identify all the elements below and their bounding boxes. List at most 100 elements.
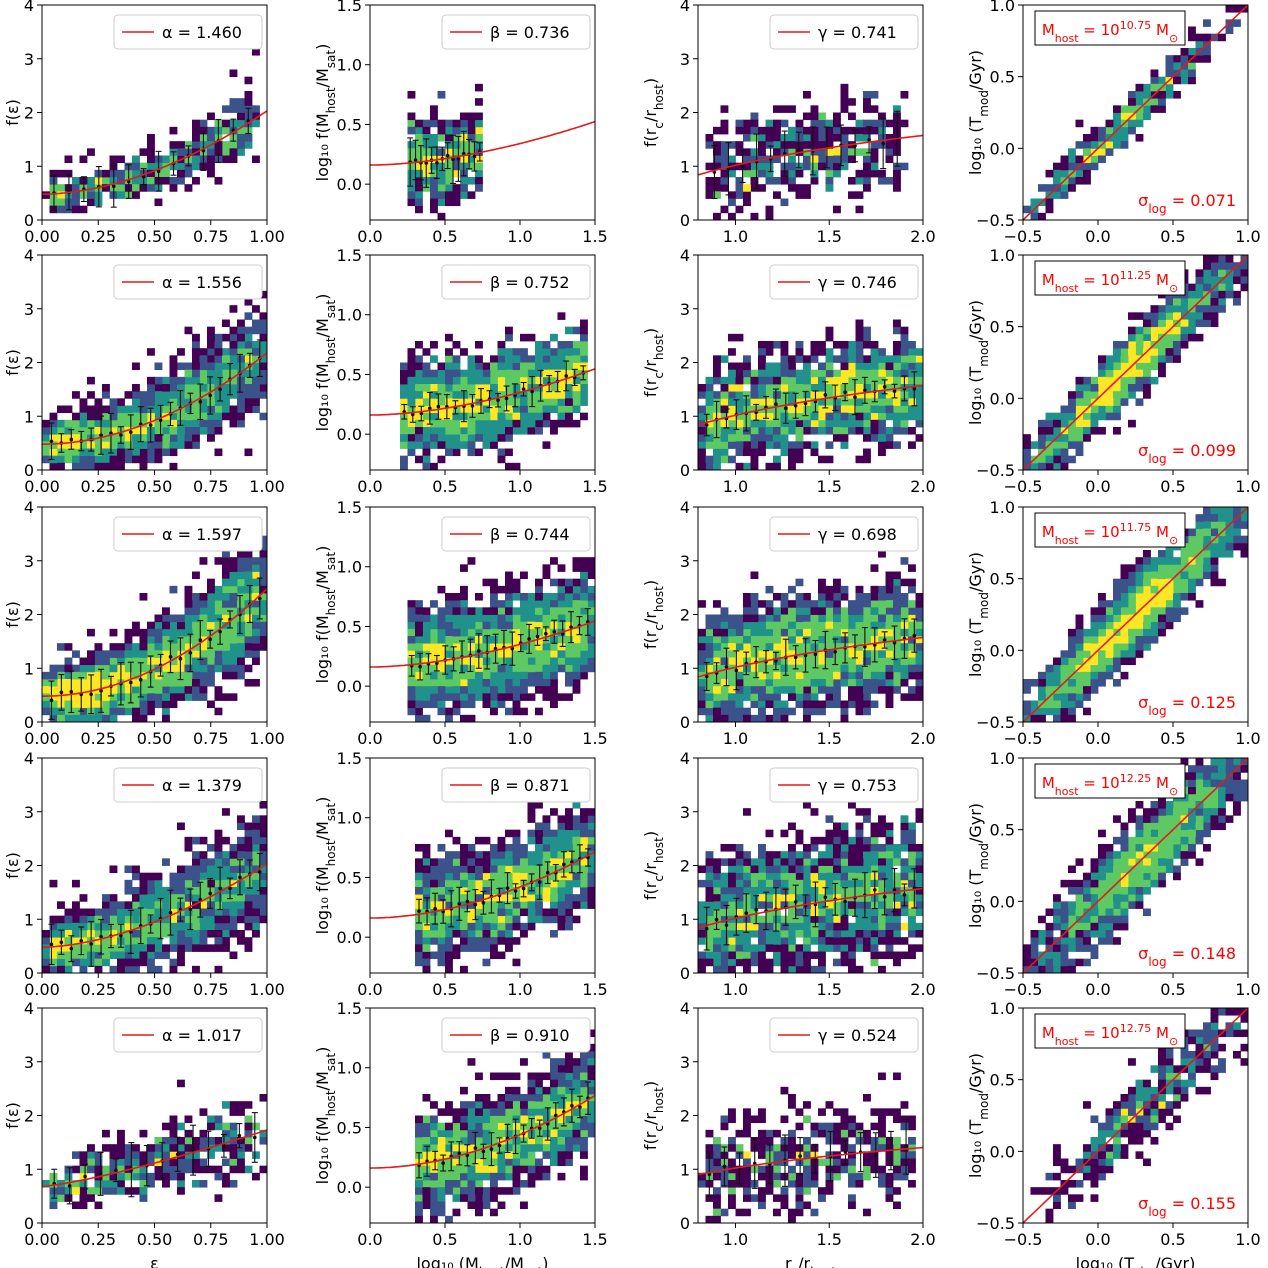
histogram-cell (422, 376, 431, 385)
histogram-cell (1068, 714, 1076, 722)
histogram-cell (475, 614, 483, 623)
histogram-cell (705, 693, 714, 701)
histogram-cell (237, 578, 245, 587)
histogram-cell (1023, 441, 1031, 449)
histogram-cell (1030, 198, 1039, 207)
histogram-cell (698, 643, 706, 651)
histogram-cell (878, 376, 886, 385)
histogram-cell (222, 376, 230, 385)
histogram-cell (1083, 141, 1091, 149)
histogram-cell (1128, 348, 1136, 356)
histogram-cell (713, 369, 721, 378)
histogram-cell (147, 930, 155, 938)
histogram-cell (184, 894, 193, 902)
histogram-cell (490, 600, 498, 608)
histogram-cell (207, 865, 215, 874)
histogram-cell (124, 944, 133, 952)
histogram-cell (1113, 650, 1121, 658)
histogram-cell (810, 614, 819, 623)
histogram-cell (445, 184, 453, 192)
histogram-cell (1023, 448, 1031, 457)
histogram-cell (400, 384, 408, 392)
histogram-cell (72, 177, 80, 185)
histogram-cell (1203, 283, 1211, 292)
histogram-cell (505, 405, 513, 414)
histogram-cell (407, 348, 416, 356)
histogram-cell (72, 707, 80, 716)
histogram-cell (259, 815, 267, 823)
histogram-cell (184, 326, 193, 335)
histogram-cell (79, 462, 88, 470)
histogram-cell (825, 141, 834, 149)
histogram-cell (728, 419, 736, 428)
histogram-cell (780, 198, 789, 207)
histogram-cell (1195, 557, 1204, 565)
histogram-cell (520, 614, 528, 623)
histogram-cell (713, 441, 721, 449)
histogram-cell (169, 126, 178, 135)
histogram-cell (207, 650, 215, 658)
histogram-cell (780, 650, 789, 658)
histogram-cell (42, 455, 50, 464)
histogram-cell (870, 664, 879, 673)
histogram-cell (780, 119, 789, 128)
histogram-cell (244, 879, 253, 888)
histogram-cell (743, 593, 751, 601)
histogram-cell (430, 462, 438, 470)
histogram-cell (94, 965, 103, 973)
histogram-cell (1090, 636, 1099, 644)
histogram-cell (900, 91, 909, 99)
histogram-cell (1218, 262, 1226, 270)
histogram-cell (705, 657, 714, 666)
histogram-cell (445, 419, 453, 428)
histogram-cell (430, 341, 438, 349)
histogram-cell (244, 134, 253, 142)
histogram-cell (833, 434, 841, 442)
histogram-cell (124, 915, 133, 924)
histogram-cell (885, 355, 894, 363)
histogram-cell (1038, 679, 1046, 687)
histogram-cell (878, 657, 886, 666)
histogram-cell (222, 614, 230, 623)
histogram-cell (214, 391, 223, 399)
histogram-cell (445, 607, 453, 615)
histogram-cell (207, 419, 215, 428)
histogram-cell (512, 643, 521, 651)
histogram-cell (863, 628, 871, 637)
histogram-cell (1203, 319, 1211, 328)
histogram-cell (810, 148, 819, 156)
histogram-cell (550, 369, 558, 378)
histogram-cell (415, 434, 423, 442)
axes-frame (1022, 506, 1249, 723)
histogram-cell (169, 462, 178, 470)
histogram-cell (1218, 542, 1226, 551)
histogram-cell (460, 614, 468, 623)
histogram-cell (735, 636, 744, 644)
histogram-cell (735, 376, 744, 385)
histogram-cell (64, 922, 73, 931)
histogram-cell (1203, 33, 1211, 42)
mean-point (111, 184, 116, 189)
histogram-cell (87, 376, 95, 385)
histogram-cell (855, 177, 864, 185)
histogram-cell (154, 419, 163, 428)
histogram-cell (773, 664, 781, 673)
histogram-cell (132, 391, 140, 399)
histogram-cell (139, 455, 148, 464)
histogram-cell (1165, 621, 1174, 630)
histogram-cell (720, 686, 729, 694)
histogram-cell (833, 162, 841, 171)
histogram-cell (79, 693, 88, 701)
histogram-cell (207, 614, 215, 623)
histogram-cell (252, 362, 260, 371)
mean-point (49, 439, 54, 444)
histogram-cell (908, 600, 916, 608)
histogram-cell (878, 600, 886, 608)
histogram-cell (795, 614, 804, 623)
histogram-cell (452, 600, 461, 608)
histogram-cell (542, 664, 551, 673)
histogram-cell (490, 376, 498, 385)
histogram-cell (1053, 412, 1061, 421)
histogram-cell (1083, 434, 1091, 442)
